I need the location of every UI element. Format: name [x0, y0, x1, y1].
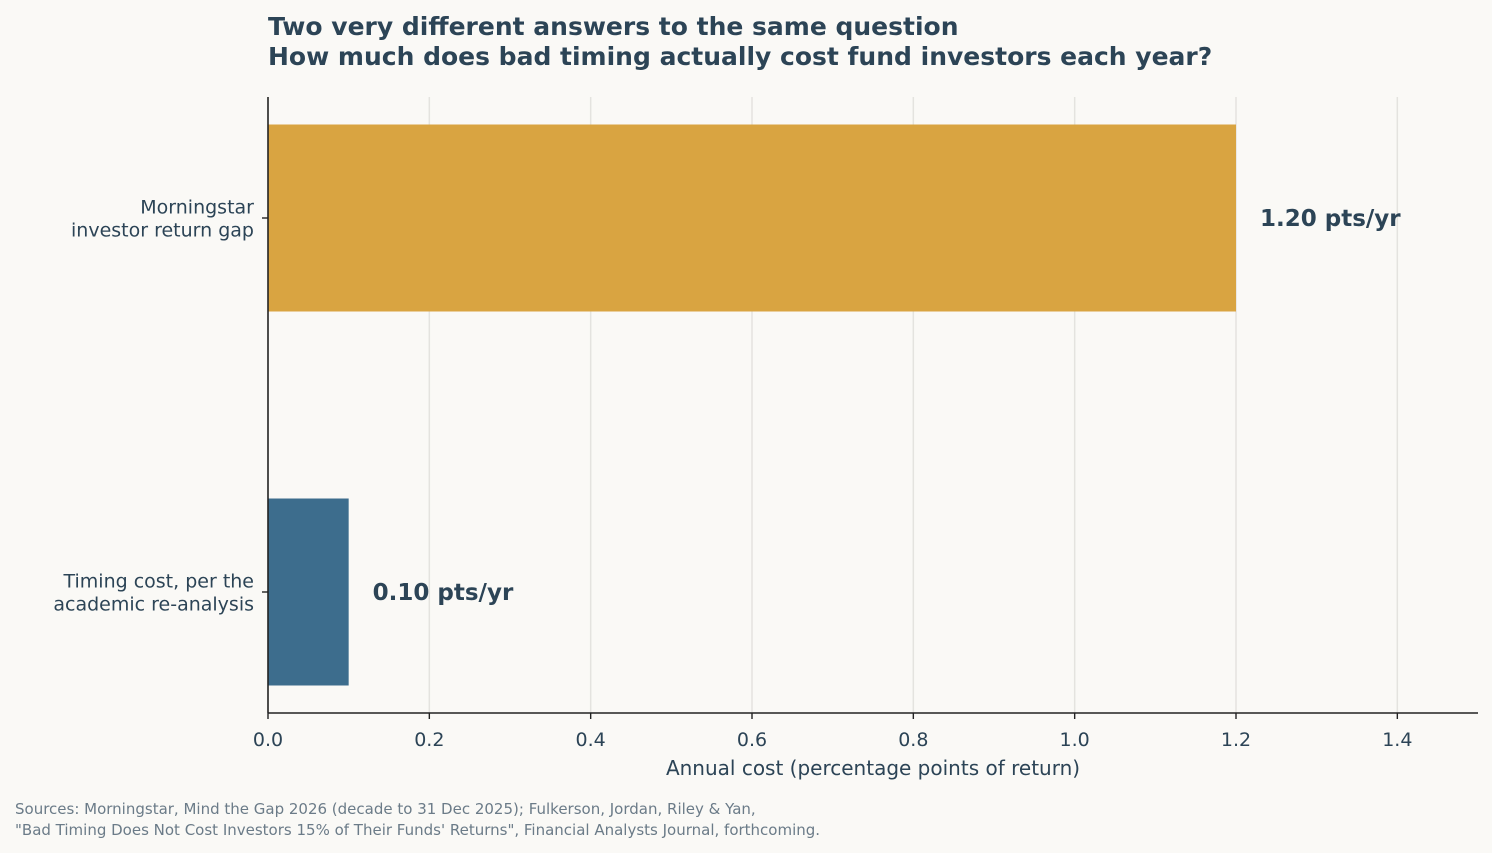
x-tick-label: 0.6: [737, 729, 767, 751]
chart-title-line-1: Two very different answers to the same q…: [268, 12, 959, 41]
x-tick-label: 1.2: [1221, 729, 1251, 751]
x-tick-label: 0.2: [414, 729, 444, 751]
x-tick-label: 0.4: [576, 729, 606, 751]
axes: [267, 97, 1478, 714]
x-tick-label: 1.0: [1060, 729, 1090, 751]
category-label: Morningstar: [140, 197, 254, 219]
x-tick-label: 0.0: [253, 729, 283, 751]
value-labels: 1.20 pts/yr 0.10 pts/yr: [373, 206, 1402, 606]
bar: [268, 124, 1236, 312]
category-label: investor return gap: [71, 220, 254, 242]
bar: [268, 498, 349, 686]
category-label: academic re-analysis: [53, 594, 254, 616]
x-ticks: 0.0 0.2 0.4 0.6 0.8 1.0 1.2 1.4: [253, 713, 1412, 751]
x-tick-label: 0.8: [898, 729, 928, 751]
chart-title-line-2: How much does bad timing actually cost f…: [268, 42, 1212, 71]
source-note-line-1: Sources: Morningstar, Mind the Gap 2026 …: [15, 800, 756, 818]
value-label: 0.10 pts/yr: [373, 580, 514, 606]
x-tick-label: 1.4: [1382, 729, 1412, 751]
x-axis-label: Annual cost (percentage points of return…: [666, 756, 1080, 780]
bars: [268, 124, 1236, 686]
category-label: Timing cost, per the: [62, 571, 254, 593]
value-label: 1.20 pts/yr: [1260, 206, 1401, 232]
source-note-line-2: "Bad Timing Does Not Cost Investors 15% …: [15, 821, 820, 839]
